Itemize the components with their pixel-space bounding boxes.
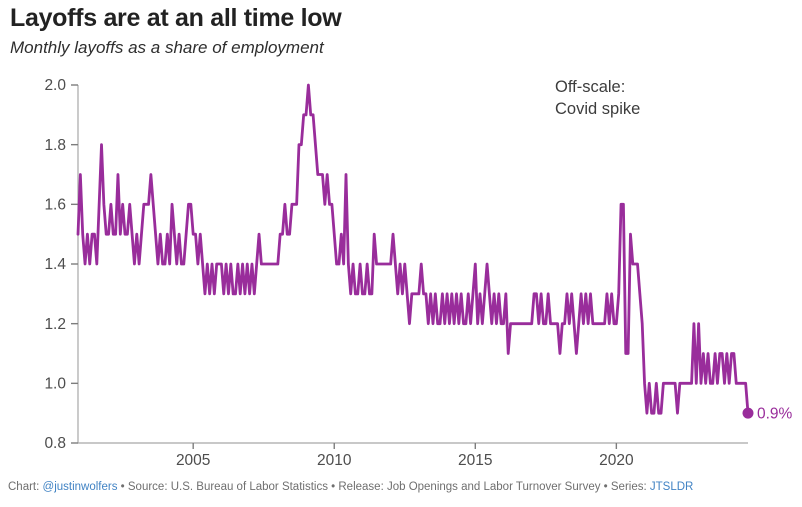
y-tick-label: 1.2 bbox=[44, 316, 66, 333]
chart-subtitle: Monthly layoffs as a share of employment bbox=[10, 38, 324, 57]
series-end-dot bbox=[742, 407, 754, 419]
y-tick-label: 0.8 bbox=[44, 435, 66, 452]
y-tick-label: 1.0 bbox=[44, 376, 66, 393]
x-tick-label: 2010 bbox=[317, 452, 352, 469]
y-tick-label: 1.6 bbox=[44, 197, 66, 214]
annotation-line-1: Off-scale: bbox=[555, 78, 626, 96]
footer-link[interactable]: JTSLDR bbox=[649, 481, 694, 493]
y-tick-label: 1.4 bbox=[44, 256, 66, 273]
layoffs-line-series bbox=[76, 83, 750, 415]
x-tick-label: 2020 bbox=[599, 452, 634, 469]
x-tick-label: 2015 bbox=[458, 452, 492, 469]
footer-text: • Source: U.S. Bureau of Labor Statistic… bbox=[117, 481, 650, 493]
footer-attribution: Chart: @justinwolfers • Source: U.S. Bur… bbox=[8, 481, 798, 493]
footer-link[interactable]: @justinwolfers bbox=[42, 481, 118, 493]
y-tick-label: 1.8 bbox=[44, 137, 66, 154]
footer-text: Chart: bbox=[8, 481, 43, 493]
chart-title: Layoffs are at an all time low bbox=[10, 4, 342, 32]
x-tick-label: 2005 bbox=[176, 452, 210, 469]
y-tick-label: 2.0 bbox=[44, 77, 66, 94]
annotation-line-2: Covid spike bbox=[555, 100, 641, 119]
end-value-label: 0.9% bbox=[757, 406, 793, 423]
annotation-off-scale-covid: Off-scale: Covid spike bbox=[555, 76, 640, 120]
